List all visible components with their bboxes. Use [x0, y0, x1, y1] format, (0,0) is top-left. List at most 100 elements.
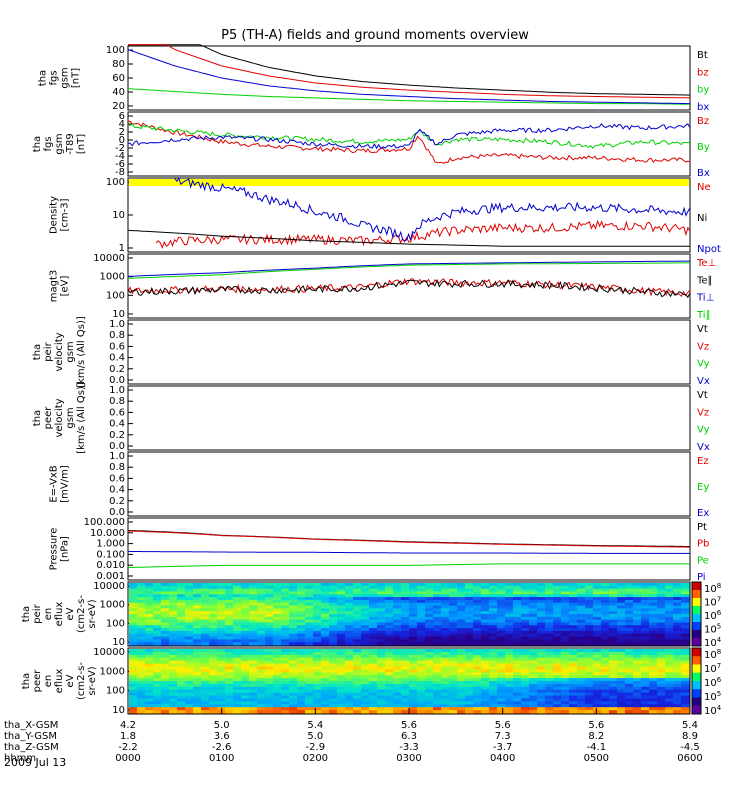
spectrogram-cell — [145, 583, 154, 587]
spectrogram-cell — [377, 619, 386, 624]
spectrogram-cell — [457, 583, 466, 587]
spectrogram-cell — [241, 663, 250, 668]
spectrogram-cell — [657, 669, 666, 673]
spectrogram-cell — [193, 663, 202, 668]
spectrogram-cell — [569, 611, 578, 615]
ytick-peer_spec: 1000 — [100, 666, 125, 677]
spectrogram-cell — [161, 692, 170, 697]
spectrogram-cell — [281, 588, 290, 593]
spectrogram-cell — [625, 651, 634, 656]
spectrogram-cell — [481, 701, 490, 705]
spectrogram-cell — [449, 605, 458, 609]
spectrogram-cell — [521, 630, 530, 635]
spectrogram-cell — [441, 657, 450, 662]
spectrogram-cell — [401, 608, 410, 612]
spectrogram-cell — [345, 710, 354, 714]
spectrogram-cell — [161, 619, 170, 624]
spectrogram-cell — [673, 625, 682, 629]
ytick-pressure: 100.000 — [84, 517, 125, 528]
spectrogram-cell — [553, 683, 562, 688]
spectrogram-cell — [305, 651, 314, 656]
spectrogram-cell — [665, 695, 674, 700]
spectrogram-cell — [257, 588, 266, 593]
spectrogram-cell — [417, 683, 426, 688]
spectrogram-cell — [553, 588, 562, 593]
spectrogram-cell — [201, 669, 210, 673]
spectrogram-cell — [673, 660, 682, 665]
spectrogram-cell — [513, 660, 522, 665]
spectrogram-cell — [569, 605, 578, 609]
spectrogram-cell — [353, 698, 362, 702]
spectrogram-cell — [177, 633, 186, 638]
spectrogram-cell — [617, 594, 626, 598]
spectrogram-cell — [409, 654, 418, 659]
spectrogram-cell — [377, 597, 386, 601]
spectrogram-cell — [185, 611, 194, 615]
spectrogram-cell — [273, 597, 282, 601]
spectrogram-cell — [369, 698, 378, 702]
spectrogram-cell — [505, 672, 514, 676]
spectrogram-cell — [481, 654, 490, 659]
spectrogram-cell — [441, 701, 450, 705]
spectrogram-cell — [481, 614, 490, 618]
spectrogram-cell — [417, 669, 426, 673]
spectrogram-cell — [561, 681, 570, 685]
ytick-peir_vel: 0.8 — [109, 330, 125, 341]
spectrogram-cell — [617, 625, 626, 629]
spectrogram-cell — [497, 683, 506, 688]
spectrogram-cell — [593, 583, 602, 587]
spectrogram-cell — [625, 701, 634, 705]
spectrogram-cell — [393, 585, 402, 590]
spectrogram-cell — [449, 614, 458, 618]
spectrogram-cell — [241, 651, 250, 656]
spectrogram-cell — [289, 642, 298, 646]
spectrogram-cell — [241, 695, 250, 700]
ylabel-fgs_t89: [nT] — [76, 134, 87, 154]
spectrogram-cell — [233, 636, 242, 640]
spectrogram-cell — [233, 666, 242, 670]
spectrogram-cell — [217, 660, 226, 665]
spectrogram-cell — [417, 642, 426, 646]
spectrogram-cell — [489, 651, 498, 656]
spectrogram-cell — [161, 651, 170, 656]
spectrogram-cell — [457, 616, 466, 621]
spectrogram-cell — [681, 611, 690, 615]
spectrogram-cell — [425, 616, 434, 621]
spectrogram-cell — [201, 608, 210, 612]
ytick-fgs_t89: 0 — [119, 135, 125, 146]
spectrogram-cell — [393, 608, 402, 612]
spectrogram-cell — [513, 689, 522, 694]
spectrogram-cell — [473, 628, 482, 632]
spectrogram-cell — [201, 633, 210, 638]
spectrogram-cell — [569, 657, 578, 662]
spectrogram-cell — [585, 678, 594, 682]
spectrogram-cell — [257, 669, 266, 673]
spectrogram-cell — [353, 616, 362, 621]
spectrogram-cell — [393, 710, 402, 714]
spectrogram-cell — [441, 704, 450, 708]
spectrogram-cell — [321, 707, 330, 711]
spectrogram-cell — [577, 689, 586, 694]
spectrogram-cell — [169, 597, 178, 601]
spectrogram-cell — [177, 660, 186, 665]
spectrogram-cell — [257, 660, 266, 665]
spectrogram-cell — [313, 657, 322, 662]
spectrogram-cell — [185, 704, 194, 708]
spectrogram-cell — [601, 654, 610, 659]
spectrogram-cell — [489, 681, 498, 685]
spectrogram-cell — [521, 597, 530, 601]
spectrogram-cell — [257, 591, 266, 595]
spectrogram-cell — [625, 608, 634, 612]
spectrogram-cell — [457, 663, 466, 668]
spectrogram-cell — [297, 669, 306, 673]
spectrogram-cell — [417, 649, 426, 653]
spectrogram-cell — [169, 710, 178, 714]
spectrogram-cell — [321, 636, 330, 640]
spectrogram-cell — [593, 683, 602, 688]
spectrogram-cell — [281, 689, 290, 694]
spectrogram-cell — [465, 602, 474, 607]
spectrogram-cell — [257, 686, 266, 691]
spectrogram-cell — [457, 695, 466, 700]
spectrogram-cell — [649, 611, 658, 615]
spectrogram-cell — [201, 594, 210, 598]
